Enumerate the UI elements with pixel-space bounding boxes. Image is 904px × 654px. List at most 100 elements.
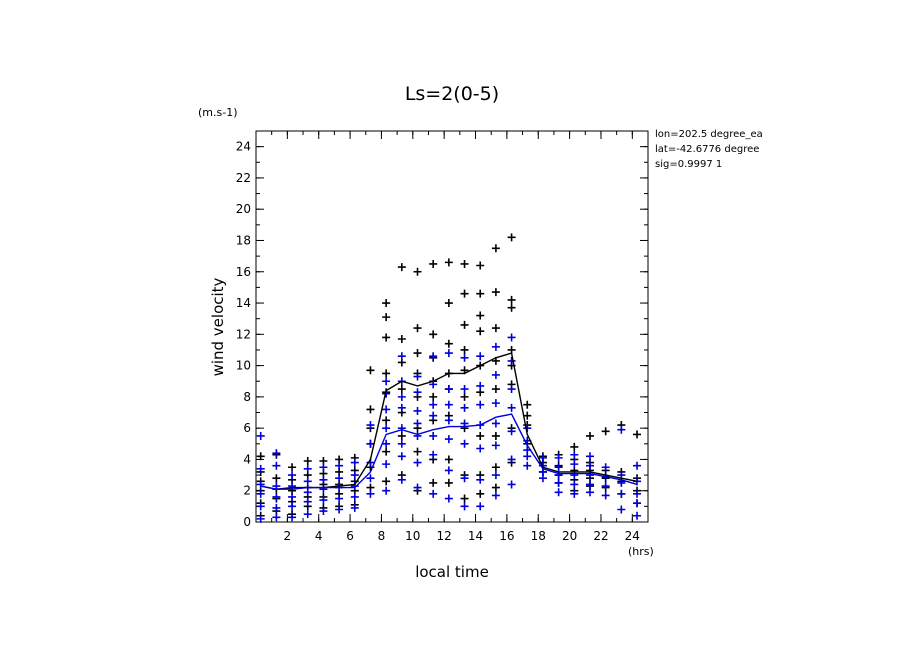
scatter-point bbox=[491, 324, 500, 333]
x-tick-label: 8 bbox=[378, 529, 386, 543]
scatter-point bbox=[554, 478, 563, 487]
scatter-point bbox=[617, 505, 626, 514]
scatter-point bbox=[491, 342, 500, 351]
scatter-point bbox=[413, 388, 422, 397]
y-tick-label: 14 bbox=[236, 296, 251, 310]
scatter-point bbox=[444, 400, 453, 409]
scatter-point bbox=[335, 461, 344, 470]
scatter-point bbox=[319, 475, 328, 484]
scatter-point bbox=[460, 289, 469, 298]
y-tick-label: 12 bbox=[236, 327, 251, 341]
scatter-point bbox=[319, 496, 328, 505]
scatter-point bbox=[444, 478, 453, 487]
scatter-point bbox=[272, 449, 281, 458]
scatter-point bbox=[491, 419, 500, 428]
scatter-point bbox=[413, 406, 422, 415]
x-unit-label: (hrs) bbox=[628, 545, 654, 558]
scatter-point bbox=[523, 411, 532, 420]
scatter-point bbox=[476, 431, 485, 440]
scatter-point bbox=[444, 258, 453, 267]
x-tick-label: 6 bbox=[346, 529, 354, 543]
scatter-point bbox=[288, 513, 297, 522]
y-tick-label: 4 bbox=[243, 452, 251, 466]
scatter-point bbox=[303, 457, 312, 466]
scatter-point bbox=[491, 441, 500, 450]
x-tick-label: 18 bbox=[531, 529, 546, 543]
y-tick-label: 2 bbox=[243, 484, 251, 498]
scatter-point bbox=[429, 392, 438, 401]
scatter-point bbox=[460, 474, 469, 483]
scatter-point bbox=[288, 463, 297, 472]
scatter-point bbox=[350, 471, 359, 480]
scatter-point bbox=[633, 461, 642, 470]
scatter-point bbox=[570, 460, 579, 469]
scatter-point bbox=[382, 460, 391, 469]
y-tick-label: 16 bbox=[236, 265, 251, 279]
scatter-point bbox=[429, 400, 438, 409]
scatter-point bbox=[491, 244, 500, 253]
y-tick-label: 22 bbox=[236, 171, 251, 185]
x-tick-label: 10 bbox=[405, 529, 420, 543]
scatter-point bbox=[491, 385, 500, 394]
scatter-point bbox=[397, 452, 406, 461]
scatter-point bbox=[413, 458, 422, 467]
mean-line bbox=[260, 413, 638, 490]
scatter-point bbox=[476, 261, 485, 270]
scatter-point bbox=[507, 385, 516, 394]
scatter-point bbox=[397, 385, 406, 394]
scatter-point bbox=[382, 447, 391, 456]
scatter-point bbox=[507, 303, 516, 312]
scatter-point bbox=[272, 513, 281, 522]
scatter-point bbox=[444, 339, 453, 348]
scatter-point bbox=[444, 416, 453, 425]
x-tick-label: 20 bbox=[562, 529, 577, 543]
scatter-point bbox=[476, 311, 485, 320]
scatter-point bbox=[397, 335, 406, 344]
scatter-point bbox=[382, 439, 391, 448]
scatter-point bbox=[397, 392, 406, 401]
scatter-point bbox=[429, 411, 438, 420]
scatter-point bbox=[476, 381, 485, 390]
scatter-point bbox=[507, 403, 516, 412]
scatter-point bbox=[256, 489, 265, 498]
scatter-point bbox=[335, 505, 344, 514]
scatter-point bbox=[491, 491, 500, 500]
scatter-point bbox=[633, 430, 642, 439]
scatter-point bbox=[413, 324, 422, 333]
scatter-point bbox=[507, 480, 516, 489]
scatter-point bbox=[382, 299, 391, 308]
info-lat: lat=-42.6776 degree bbox=[655, 144, 759, 155]
scatter-point bbox=[256, 502, 265, 511]
scatter-point bbox=[507, 455, 516, 464]
scatter-point bbox=[476, 327, 485, 336]
scatter-point bbox=[382, 416, 391, 425]
scatter-point bbox=[413, 349, 422, 358]
scatter-point bbox=[366, 366, 375, 375]
x-tick-label: 4 bbox=[315, 529, 323, 543]
scatter-point bbox=[601, 482, 610, 491]
scatter-point bbox=[366, 474, 375, 483]
y-tick-label: 8 bbox=[243, 390, 251, 404]
scatter-point bbox=[397, 439, 406, 448]
scatter-point bbox=[507, 233, 516, 242]
scatter-point bbox=[444, 455, 453, 464]
scatter-point bbox=[429, 330, 438, 339]
scatter-point bbox=[397, 431, 406, 440]
plot-frame bbox=[255, 130, 649, 523]
scatter-point bbox=[366, 421, 375, 430]
scatter-point bbox=[382, 313, 391, 322]
scatter-point bbox=[350, 458, 359, 467]
scatter-point bbox=[397, 263, 406, 272]
info-sig: sig=0.9997 1 bbox=[655, 159, 722, 170]
scatter-point bbox=[335, 474, 344, 483]
scatter-point bbox=[570, 489, 579, 498]
scatter-point bbox=[413, 267, 422, 276]
x-tick-label: 14 bbox=[468, 529, 483, 543]
scatter-point bbox=[335, 494, 344, 503]
scatter-point bbox=[256, 431, 265, 440]
scatter-point bbox=[366, 405, 375, 414]
scatter-point bbox=[633, 489, 642, 498]
scatter-point bbox=[570, 450, 579, 459]
scatter-point bbox=[444, 466, 453, 475]
